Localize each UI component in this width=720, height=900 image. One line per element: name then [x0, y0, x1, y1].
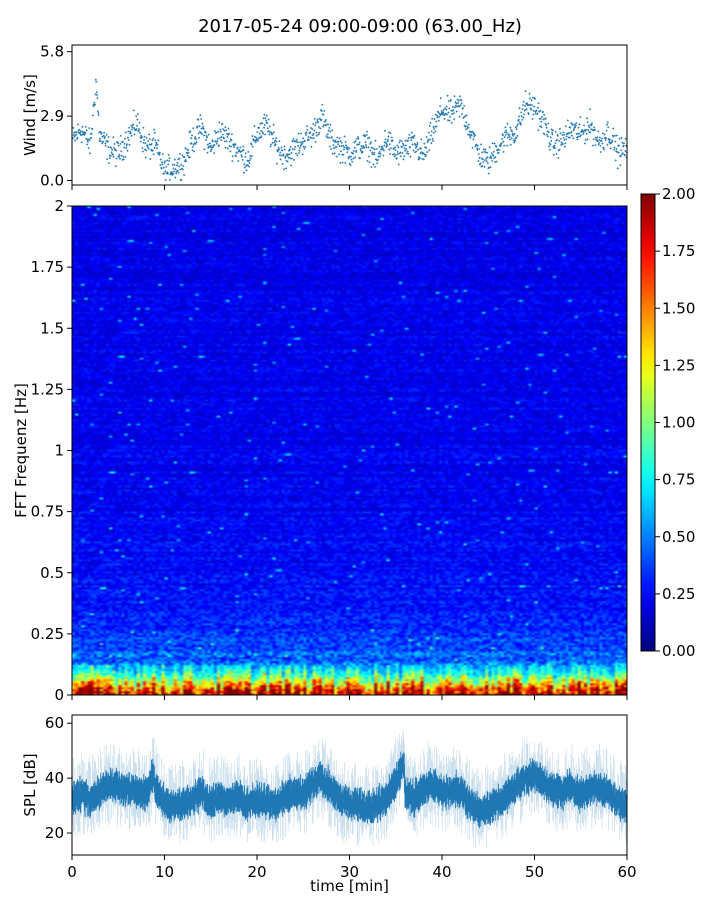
spl-xlabel: time [min] [310, 877, 389, 895]
spectrogram-frame [71, 205, 628, 696]
colorbar-tick-label: 0.75 [662, 471, 695, 489]
spectrogram-image [72, 206, 627, 695]
colorbar-tick-label: 1.25 [662, 356, 695, 374]
spl-ytick-label: 20 [45, 824, 64, 842]
wind-ytick-label: 0.0 [40, 172, 64, 190]
spl-ytick-label: 60 [45, 714, 64, 732]
spec-ytick-label: 0.75 [31, 503, 64, 521]
spl-xtick-label: 60 [617, 863, 636, 881]
spl-xtick-label: 10 [155, 863, 174, 881]
colorbar-tick-label: 0.00 [662, 642, 695, 660]
wind-frame [71, 44, 628, 186]
wind-points [71, 78, 628, 181]
spl-xtick-label: 50 [525, 863, 544, 881]
colorbar-bar [640, 193, 656, 652]
colorbar-tick-label: 0.25 [662, 585, 695, 603]
colorbar-tick-label: 1.50 [662, 299, 695, 317]
wind-ylabel: Wind [m/s] [21, 74, 39, 156]
spl-ytick-label: 40 [45, 769, 64, 787]
spec-ylabel: FFT Frequenz [Hz] [12, 383, 30, 518]
wind-ytick-label: 2.9 [40, 107, 64, 125]
colorbar-tick-label: 1.75 [662, 242, 695, 260]
spl-xtick-label: 40 [432, 863, 451, 881]
spl-xtick-label: 30 [340, 863, 359, 881]
spec-ytick-label: 1.75 [31, 258, 64, 276]
wind-ytick-label: 5.8 [40, 43, 64, 61]
spl-ylabel: SPL [dB] [21, 753, 39, 816]
spec-ytick-label: 1.25 [31, 380, 64, 398]
colorbar-tick-label: 1.00 [662, 414, 695, 432]
spec-ytick-label: 0.25 [31, 625, 64, 643]
chart-title: 2017-05-24 09:00-09:00 (63.00_Hz) [198, 16, 522, 37]
spec-ytick-label: 2 [54, 197, 64, 215]
spec-ytick-label: 1.5 [40, 319, 64, 337]
colorbar-tick-label: 0.50 [662, 528, 695, 546]
spl-xtick-label: 0 [67, 863, 77, 881]
spl-panel: 20 40 60 0 10 20 30 40 50 60 SPL [dB] time [min] [21, 714, 637, 895]
spl-frame [71, 714, 628, 856]
colorbar: 0.00 0.25 0.50 0.75 1.00 1.25 1.50 1.75 2.00 [640, 185, 695, 660]
spectrogram-panel: 0 0.25 0.5 0.75 1 1.25 1.5 1.75 2 FFT Frequenz [H… [12, 197, 628, 704]
spec-ytick-label: 1 [54, 442, 64, 460]
colorbar-tick-label: 2.00 [662, 185, 695, 203]
spl-xtick-label: 20 [247, 863, 266, 881]
spec-ytick-label: 0 [54, 686, 64, 704]
spec-ytick-label: 0.5 [40, 564, 64, 582]
